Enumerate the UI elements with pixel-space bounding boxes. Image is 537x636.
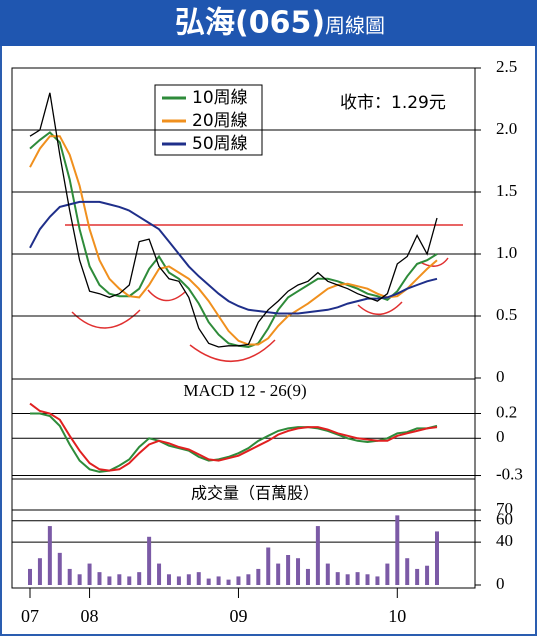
bar bbox=[77, 574, 82, 585]
bar bbox=[395, 515, 400, 585]
bar bbox=[28, 568, 32, 585]
bar bbox=[266, 547, 271, 585]
legend-label: 10周線 bbox=[192, 88, 248, 108]
y-tick-label: 0.5 bbox=[496, 305, 517, 324]
bar bbox=[325, 563, 330, 585]
bar bbox=[385, 563, 390, 585]
y-tick-label: 1.5 bbox=[496, 181, 517, 200]
annotation: 收市：1.29元 bbox=[340, 93, 446, 113]
bar bbox=[117, 574, 122, 585]
header-subtitle: 周線圖 bbox=[325, 14, 385, 38]
y-tick-label: 0 bbox=[496, 427, 505, 446]
bar bbox=[176, 576, 181, 585]
bar bbox=[186, 574, 191, 585]
bar bbox=[315, 526, 320, 585]
y-tick-label: 2.5 bbox=[496, 57, 517, 76]
bar bbox=[296, 558, 301, 585]
bar bbox=[375, 576, 380, 585]
bar bbox=[286, 555, 291, 585]
bar bbox=[305, 568, 310, 585]
bar bbox=[345, 574, 350, 585]
series-line bbox=[29, 92, 438, 348]
series-line bbox=[30, 412, 438, 473]
bar bbox=[97, 572, 102, 585]
bar bbox=[365, 574, 370, 585]
x-tick-label: 07 bbox=[21, 606, 39, 626]
header-bar bbox=[0, 0, 537, 46]
series-line bbox=[29, 135, 438, 346]
bar bbox=[236, 576, 241, 585]
y-tick-label: 1.0 bbox=[496, 243, 517, 262]
bar bbox=[87, 563, 92, 585]
plot-frame bbox=[11, 67, 476, 589]
bar bbox=[355, 572, 360, 585]
y-tick-label: 0 bbox=[496, 574, 505, 593]
series-line bbox=[29, 131, 438, 349]
bar bbox=[107, 576, 112, 585]
support-arcs bbox=[71, 257, 449, 363]
volume-title: 成交量（百萬股） bbox=[191, 484, 319, 503]
macd-title: MACD 12 - 26(9) bbox=[183, 381, 306, 400]
y-tick-label: -0.3 bbox=[496, 464, 523, 483]
bar bbox=[226, 579, 231, 585]
bar bbox=[435, 531, 439, 585]
bar bbox=[57, 552, 62, 585]
bar bbox=[196, 572, 201, 585]
bar bbox=[147, 536, 152, 585]
y-tick-label: 0.2 bbox=[496, 402, 517, 421]
bar bbox=[405, 558, 410, 585]
header-title: 弘海(065) bbox=[175, 6, 325, 41]
y-tick-label: 0 bbox=[496, 367, 505, 386]
bar bbox=[425, 565, 430, 585]
legend-label: 20周線 bbox=[192, 111, 248, 131]
bar bbox=[335, 572, 340, 585]
bar bbox=[276, 563, 281, 585]
y-tick-label: 40 bbox=[496, 531, 513, 550]
bar bbox=[37, 558, 42, 585]
x-tick-label: 10 bbox=[388, 606, 406, 626]
bar bbox=[137, 572, 142, 585]
x-tick-label: 09 bbox=[229, 606, 247, 626]
bar bbox=[127, 576, 132, 585]
bar bbox=[246, 574, 251, 585]
bar bbox=[256, 568, 261, 585]
x-tick-label: 08 bbox=[81, 606, 99, 626]
bar bbox=[157, 563, 162, 585]
y-tick-label: 70 bbox=[496, 499, 513, 518]
bar bbox=[166, 574, 171, 585]
bar bbox=[67, 568, 72, 585]
y-tick-label: 2.0 bbox=[496, 119, 517, 138]
series-line bbox=[29, 402, 438, 472]
bar bbox=[216, 576, 221, 585]
bar bbox=[47, 526, 52, 585]
legend-label: 50周線 bbox=[192, 134, 248, 154]
bar bbox=[415, 568, 420, 585]
y-tick-label: 60 bbox=[496, 510, 513, 529]
bar bbox=[206, 578, 211, 585]
